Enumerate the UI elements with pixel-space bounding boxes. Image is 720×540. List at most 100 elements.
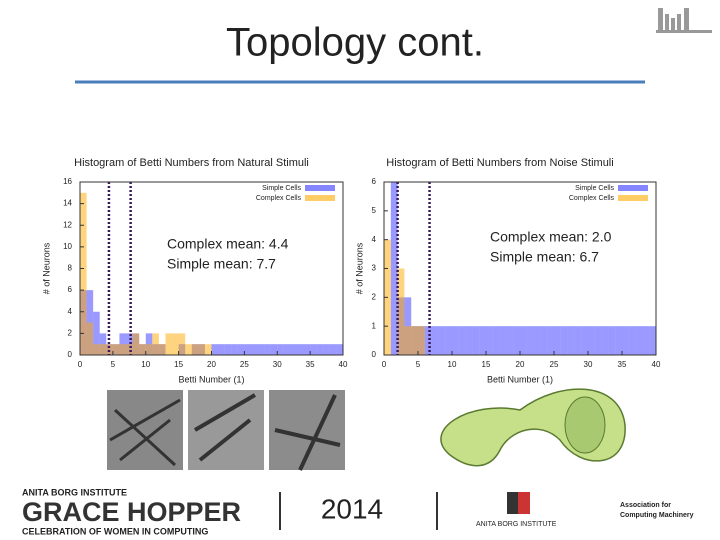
histogram-bar — [126, 344, 133, 355]
y-tick-label: 4 — [372, 235, 377, 244]
histogram-bar — [465, 326, 473, 355]
histogram-bar — [418, 326, 425, 355]
x-tick-label: 5 — [111, 360, 116, 369]
histogram-bar — [533, 326, 541, 355]
x-tick-label: 15 — [482, 360, 491, 369]
histogram-bar — [520, 326, 527, 355]
legend-swatch — [618, 195, 648, 201]
histogram-bar — [152, 333, 159, 355]
histogram-bar — [567, 326, 575, 355]
histogram-bar — [438, 326, 446, 355]
histogram-bar — [303, 344, 311, 355]
histogram-bar — [316, 344, 324, 355]
slide-title: Topology cont. — [226, 21, 484, 65]
histogram-bar — [472, 326, 480, 355]
chart-title: Histogram of Betti Numbers from Noise St… — [386, 157, 613, 169]
y-tick-label: 4 — [68, 307, 73, 316]
histogram-bar — [445, 326, 452, 355]
y-axis-label: # of Neurons — [41, 242, 51, 294]
x-tick-label: 30 — [273, 360, 282, 369]
footer-partner2-line2: Computing Machinery — [620, 512, 694, 519]
histogram-bar — [560, 326, 568, 355]
annotation: Complex mean: 2.0 — [490, 229, 612, 245]
annotation: Complex mean: 4.4 — [167, 236, 289, 252]
histogram-bar — [601, 326, 609, 355]
y-tick-label: 2 — [68, 328, 73, 337]
histogram-bar — [277, 344, 284, 355]
stimulus-images — [107, 390, 345, 471]
x-tick-label: 40 — [339, 360, 348, 369]
histogram-bar — [479, 326, 486, 355]
histogram-bar — [145, 344, 153, 355]
histogram-bar — [158, 344, 166, 355]
histogram-bar — [237, 344, 245, 355]
histogram-bar — [329, 344, 337, 355]
histogram-bar — [93, 344, 100, 355]
histogram-bar — [80, 192, 87, 355]
x-tick-label: 0 — [382, 360, 387, 369]
x-tick-label: 35 — [306, 360, 315, 369]
histogram-bar — [165, 333, 173, 355]
x-tick-label: 40 — [652, 360, 661, 369]
chart-title: Histogram of Betti Numbers from Natural … — [74, 157, 309, 169]
histogram-bar — [649, 326, 656, 355]
histogram-bar — [106, 344, 113, 355]
histogram-bar — [86, 322, 94, 355]
x-axis-label: Betti Number (1) — [178, 374, 244, 384]
legend-swatch — [305, 195, 335, 201]
y-tick-label: 10 — [63, 242, 72, 251]
histogram-bar — [283, 344, 291, 355]
y-tick-label: 12 — [63, 220, 72, 229]
histogram-bar — [178, 333, 186, 355]
histogram-bar — [132, 333, 140, 355]
histogram-bar — [119, 344, 127, 355]
y-tick-label: 6 — [68, 285, 73, 294]
histogram-bar — [93, 311, 100, 355]
corner-logo — [656, 8, 712, 33]
histogram-bar — [554, 326, 561, 355]
histogram-bar — [257, 344, 265, 355]
footer-year: 2014 — [321, 493, 383, 524]
histogram-bar — [224, 344, 232, 355]
histogram-bar — [594, 326, 602, 355]
y-axis-label: # of Neurons — [354, 242, 364, 294]
histogram-bar — [204, 344, 212, 355]
histogram-bar — [411, 326, 418, 355]
y-tick-label: 8 — [68, 264, 73, 273]
x-tick-label: 25 — [240, 360, 249, 369]
y-tick-label: 0 — [372, 350, 377, 359]
klein-bottle — [440, 388, 626, 467]
x-tick-label: 35 — [618, 360, 627, 369]
histogram-bar — [540, 326, 548, 355]
x-tick-label: 15 — [174, 360, 183, 369]
footer-tagline: CELEBRATION OF WOMEN IN COMPUTING — [22, 526, 208, 536]
y-tick-label: 16 — [63, 177, 72, 186]
histogram-bar — [198, 344, 205, 355]
footer-org: ANITA BORG INSTITUTE — [22, 487, 127, 497]
histogram-bar — [581, 326, 588, 355]
legend-label: Complex Cells — [569, 195, 615, 202]
legend-swatch — [305, 185, 335, 191]
y-tick-label: 14 — [63, 199, 72, 208]
histogram-bar — [218, 344, 225, 355]
histogram-bar — [112, 344, 120, 355]
histogram-bar — [323, 344, 330, 355]
histogram-bar — [642, 326, 650, 355]
histogram-bar — [424, 326, 432, 355]
histogram-bar — [547, 326, 554, 355]
x-tick-label: 25 — [550, 360, 559, 369]
histogram-bar — [244, 344, 251, 355]
annotation: Simple mean: 6.7 — [490, 249, 599, 265]
histogram-bar — [185, 344, 192, 355]
y-tick-label: 5 — [372, 206, 377, 215]
legend-swatch — [618, 185, 648, 191]
y-tick-label: 2 — [372, 292, 377, 301]
histogram-bar — [397, 268, 405, 355]
histogram-bar — [211, 344, 219, 355]
histogram-bar — [336, 344, 343, 355]
histogram-bar — [431, 326, 439, 355]
x-tick-label: 10 — [141, 360, 150, 369]
histogram-bar — [635, 326, 643, 355]
histogram-bar — [99, 344, 107, 355]
